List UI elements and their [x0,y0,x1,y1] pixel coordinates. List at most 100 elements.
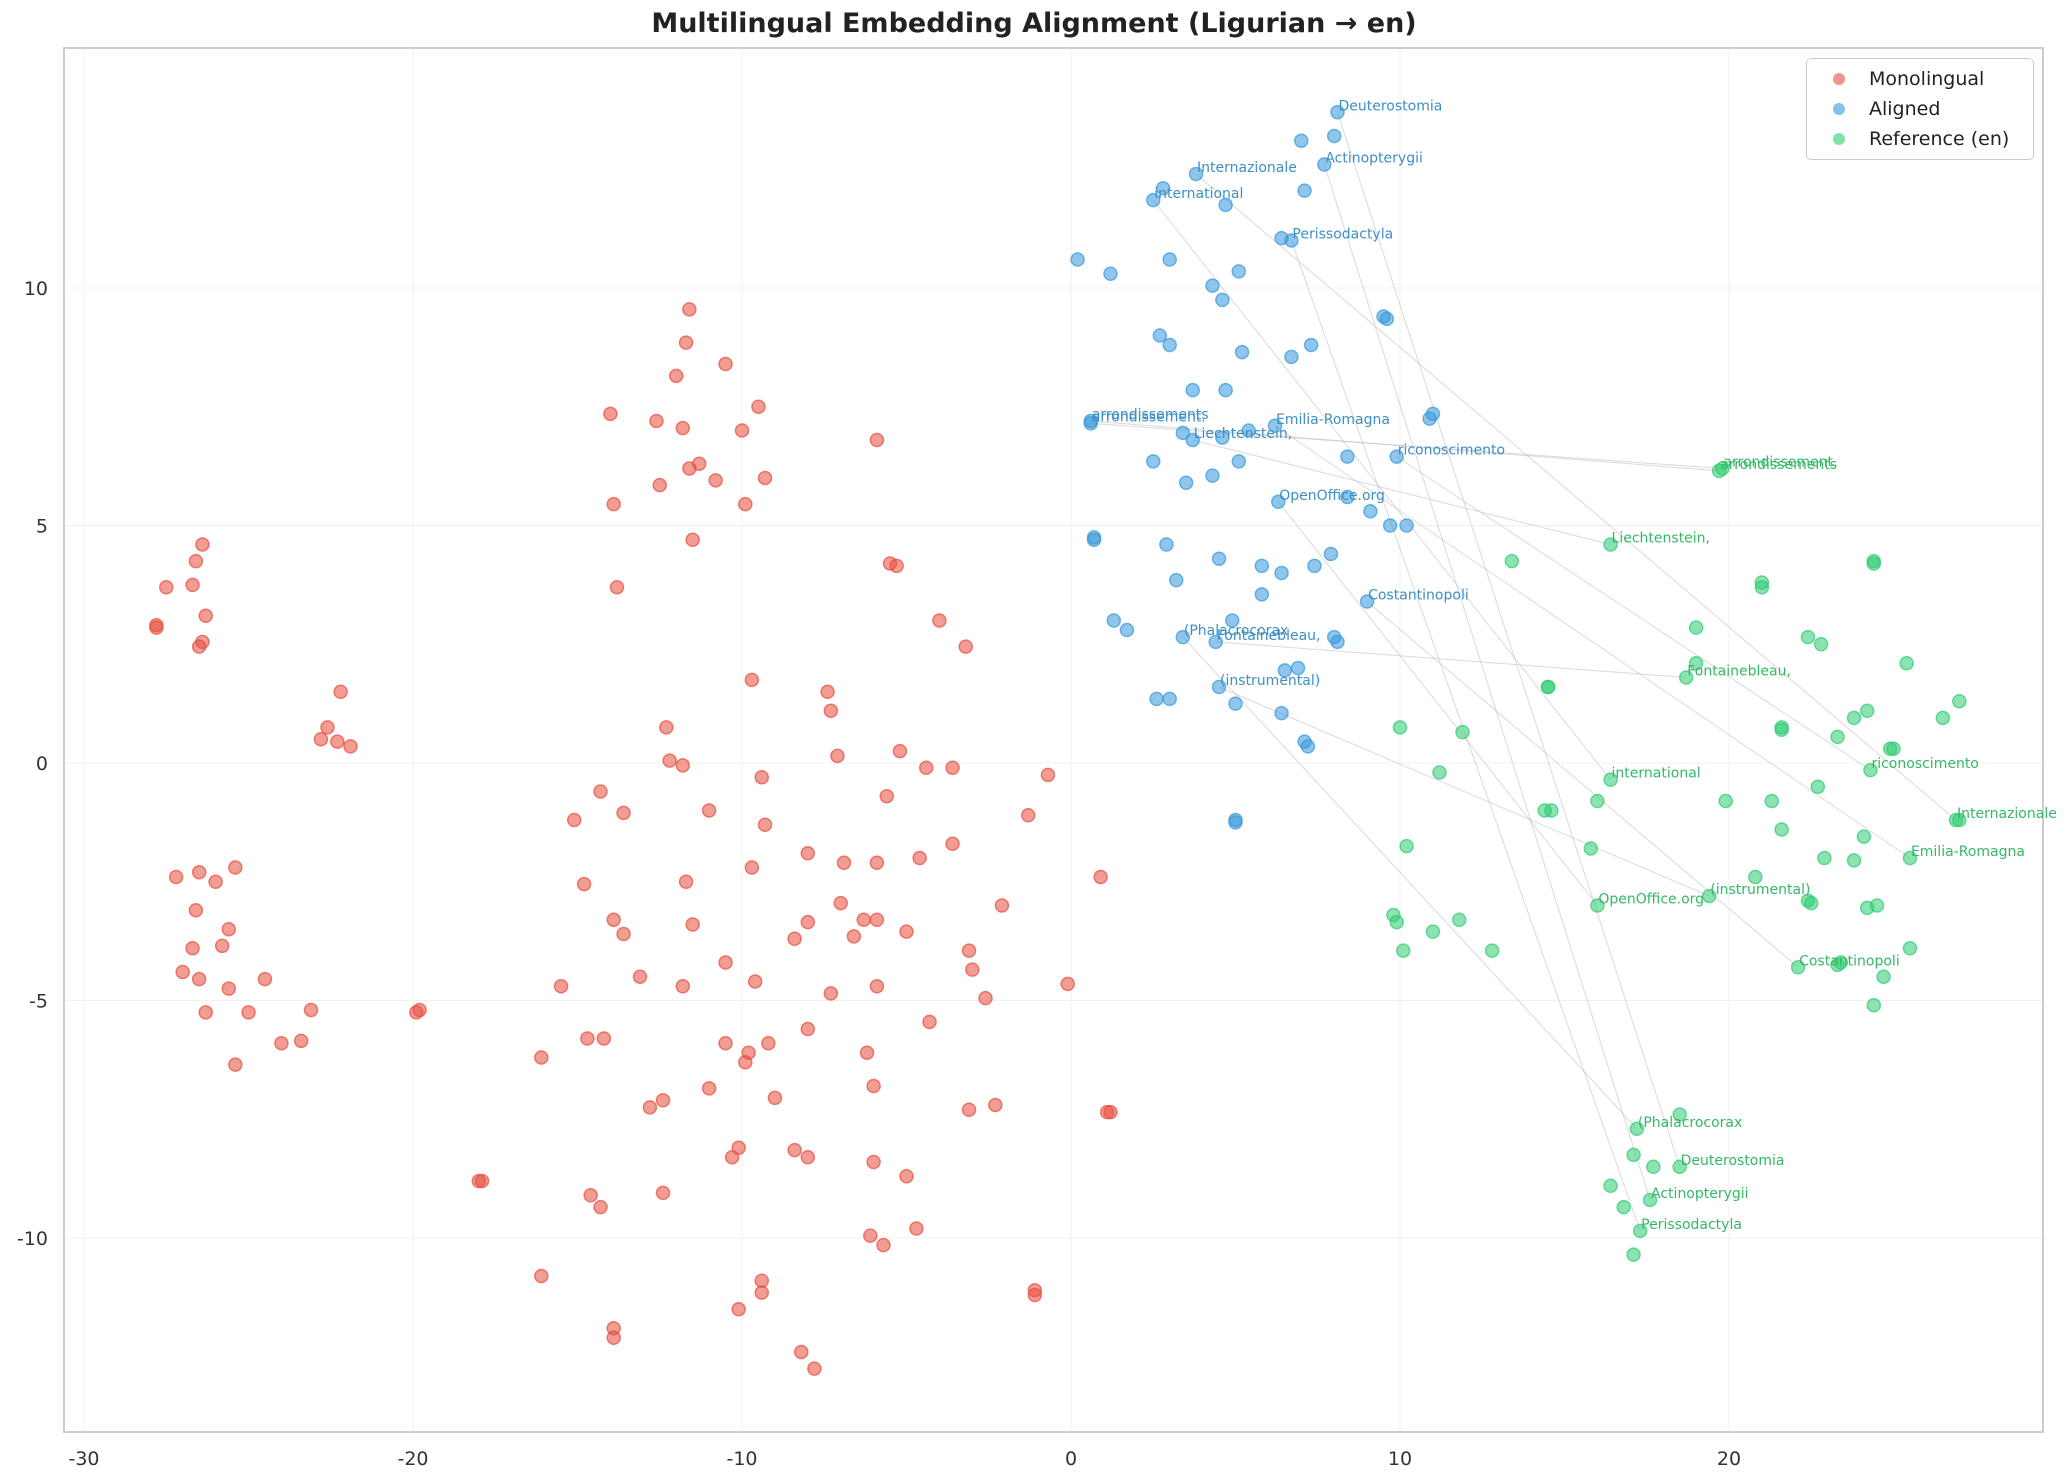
data-point [1307,558,1322,574]
legend-label: Reference (en) [1869,128,2010,150]
data-point [1254,558,1270,574]
data-point [1859,703,1875,718]
data-point [1583,841,1599,856]
data-point [1632,1223,1648,1239]
data-point [1688,656,1704,671]
alignment-link [1182,636,1638,1130]
data-point [744,860,760,875]
y-tick-label: -5 [29,991,48,1013]
data-point [1152,328,1168,343]
axis-ticks: -30 -20 -10 0 10 20 10 5 0 -5 -10 [17,278,1741,1470]
data-point [1317,157,1332,172]
data-point [1952,694,1967,709]
data-point [191,865,207,880]
data-point [1379,311,1395,327]
data-point [1504,553,1520,569]
data-point [945,836,960,851]
point-label: (Phalacrocorax [1638,1115,1742,1131]
data-point [1774,722,1789,737]
data-point [1146,192,1161,208]
data-point [1399,518,1414,533]
data-point [807,1361,822,1376]
data-point [1326,128,1342,144]
point-label: riconoscimento [1871,756,1978,772]
data-point [866,1078,881,1094]
data-point [876,1237,891,1253]
data-point [757,817,773,832]
data-point [757,470,773,486]
data-point [606,912,621,927]
plot-area [63,47,2044,1433]
grid-lines [65,49,2042,1431]
data-point [892,743,908,759]
data-point [603,406,618,422]
alignment-link [1323,164,1651,1201]
legend: Monolingual Aligned Reference (en) [1806,58,2034,160]
data-point [1215,430,1230,445]
data-point [188,903,204,918]
data-point [1175,629,1191,645]
data-point [1389,914,1404,930]
data-point [856,912,871,927]
data-point [1800,629,1816,645]
chart-title: Multilingual Embedding Alignment (Liguri… [651,8,1417,39]
data-point [1241,423,1256,438]
data-point [1274,565,1289,581]
data-point [1149,691,1164,707]
data-point [1646,1159,1661,1174]
data-point [1672,1107,1687,1122]
data-point [1083,416,1098,431]
data-point [747,974,763,989]
data-point [1231,264,1247,279]
data-point [965,962,980,977]
data-point [474,1173,490,1189]
data-point [994,898,1010,913]
data-point [1702,888,1717,904]
data-point [1169,572,1184,588]
data-point [869,979,885,994]
data-point [1231,454,1247,469]
point-label: international [1612,766,1701,782]
data-point [1590,898,1605,913]
data-point [1899,656,1914,671]
data-point [1846,710,1862,726]
data-point [1284,233,1299,248]
data-point [593,784,608,799]
data-point [869,432,885,448]
data-point [195,537,210,552]
data-point [1228,815,1243,830]
data-point [1790,960,1806,975]
data-point [1952,812,1967,828]
point-label: Fontainebleau, [1687,664,1791,680]
data-point [1603,1178,1618,1193]
data-point [823,986,839,1001]
data-point [1323,546,1339,562]
data-point [185,941,200,956]
data-point [333,684,348,699]
data-point [1211,679,1227,695]
data-point [662,753,677,768]
data-point [1359,594,1375,609]
data-point [761,1036,776,1051]
point-label: OpenOffice.org [1598,892,1704,908]
data-point [1540,679,1556,695]
data-point [1603,772,1618,787]
point-label: Costantinopoli [1368,588,1469,604]
data-point [787,931,802,946]
point-label: international [1154,186,1243,202]
data-point [1330,105,1345,120]
alignment-link [1192,439,1611,545]
y-tick-label: 0 [36,753,48,775]
point-label: Perissodactyla [1292,227,1393,243]
data-point [1119,622,1135,638]
data-point [1672,1159,1687,1174]
point-label: Fontainebleau, [1217,628,1321,644]
data-point [961,1102,977,1117]
data-point [534,1050,549,1065]
data-point [1234,344,1250,360]
data-point [221,922,237,937]
data-point [678,874,694,889]
data-point [869,912,885,927]
data-point [198,608,213,623]
